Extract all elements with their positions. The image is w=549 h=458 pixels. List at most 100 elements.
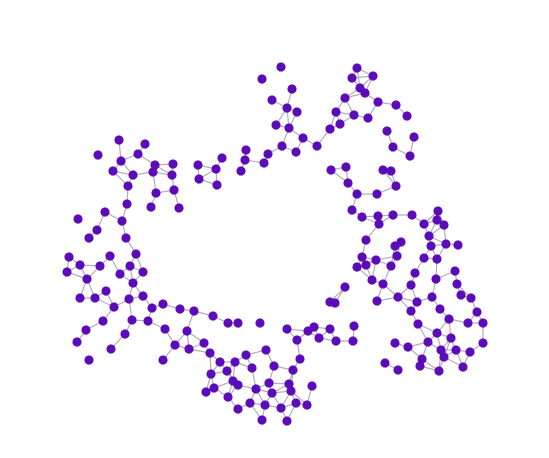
- graph-node: [215, 357, 225, 367]
- graph-node: [259, 158, 269, 168]
- graph-node: [271, 120, 281, 130]
- graph-node: [72, 337, 82, 347]
- graph-node: [343, 178, 353, 188]
- graph-node: [451, 345, 461, 355]
- graph-node: [128, 170, 138, 180]
- graph-node: [201, 387, 211, 397]
- graph-node: [147, 303, 157, 313]
- graph-node: [117, 216, 127, 226]
- graph-node: [62, 267, 72, 277]
- graph-node: [424, 231, 434, 241]
- graph-node: [64, 252, 74, 262]
- graph-node: [352, 189, 362, 199]
- graph-node: [261, 345, 271, 355]
- graph-node: [140, 139, 150, 149]
- graph-node: [380, 358, 390, 368]
- graph-node: [417, 354, 427, 364]
- graph-nodes: [62, 62, 488, 426]
- graph-node: [247, 363, 257, 373]
- graph-node: [433, 206, 443, 216]
- graph-node: [330, 298, 340, 308]
- graph-node: [452, 279, 462, 289]
- graph-node: [205, 348, 215, 358]
- graph-node: [75, 293, 85, 303]
- graph-node: [189, 306, 199, 316]
- graph-node: [223, 392, 233, 402]
- graph-node: [148, 167, 158, 177]
- graph-node: [230, 357, 240, 367]
- graph-node: [292, 335, 302, 345]
- graph-node: [326, 165, 336, 175]
- graph-node: [393, 365, 403, 375]
- graph-node: [478, 318, 488, 328]
- graph-node: [413, 319, 423, 329]
- graph-node: [402, 111, 412, 121]
- graph-node: [314, 333, 324, 343]
- graph-node: [92, 225, 102, 235]
- graph-node: [241, 350, 251, 360]
- graph-node: [255, 318, 265, 328]
- graph-node: [388, 142, 398, 152]
- graph-node: [331, 107, 341, 117]
- graph-node: [478, 338, 488, 348]
- graph-node: [450, 266, 460, 276]
- graph-node: [217, 153, 227, 163]
- graph-node: [423, 337, 433, 347]
- graph-node: [206, 369, 216, 379]
- graph-node: [123, 181, 133, 191]
- graph-node: [233, 318, 243, 328]
- graph-node: [390, 338, 400, 348]
- graph-node: [361, 235, 371, 245]
- graph-node: [325, 324, 335, 334]
- graph-node: [98, 316, 108, 326]
- graph-node: [100, 207, 110, 217]
- graph-node: [431, 274, 441, 284]
- graph-node: [240, 155, 250, 165]
- graph-node: [108, 166, 118, 176]
- graph-node: [222, 366, 232, 376]
- graph-node: [114, 135, 124, 145]
- graph-node: [73, 214, 83, 224]
- graph-node: [340, 93, 350, 103]
- graph-node: [396, 237, 406, 247]
- graph-node: [184, 344, 194, 354]
- graph-node: [391, 100, 401, 110]
- graph-node: [439, 220, 449, 230]
- graph-node: [264, 378, 274, 388]
- graph-node: [435, 304, 445, 314]
- graph-node: [267, 95, 277, 105]
- graph-node: [391, 181, 401, 191]
- graph-node: [392, 251, 402, 261]
- graph-node: [386, 166, 396, 176]
- graph-node: [151, 188, 161, 198]
- graph-node: [257, 74, 267, 84]
- graph-node: [263, 149, 273, 159]
- graph-node: [174, 203, 184, 213]
- graph-node: [116, 156, 126, 166]
- graph-node: [361, 260, 371, 270]
- graph-node: [211, 164, 221, 174]
- graph-node: [456, 290, 466, 300]
- graph-node: [241, 145, 251, 155]
- graph-node: [84, 233, 94, 243]
- graph-node: [465, 347, 475, 357]
- graph-node: [372, 296, 382, 306]
- graph-node: [373, 211, 383, 221]
- graph-node: [223, 318, 233, 328]
- graph-node: [193, 160, 203, 170]
- graph-node: [288, 365, 298, 375]
- graph-node: [82, 274, 92, 284]
- graph-node: [360, 88, 370, 98]
- graph-node: [340, 282, 350, 292]
- graph-node: [194, 174, 204, 184]
- graph-node: [373, 97, 383, 107]
- graph-node: [372, 189, 382, 199]
- graph-node: [349, 110, 359, 120]
- graph-node: [260, 400, 270, 410]
- graph-node: [251, 384, 261, 394]
- graph-node: [120, 329, 130, 339]
- graph-node: [291, 398, 301, 408]
- graph-node: [282, 416, 292, 426]
- graph-node: [257, 415, 267, 425]
